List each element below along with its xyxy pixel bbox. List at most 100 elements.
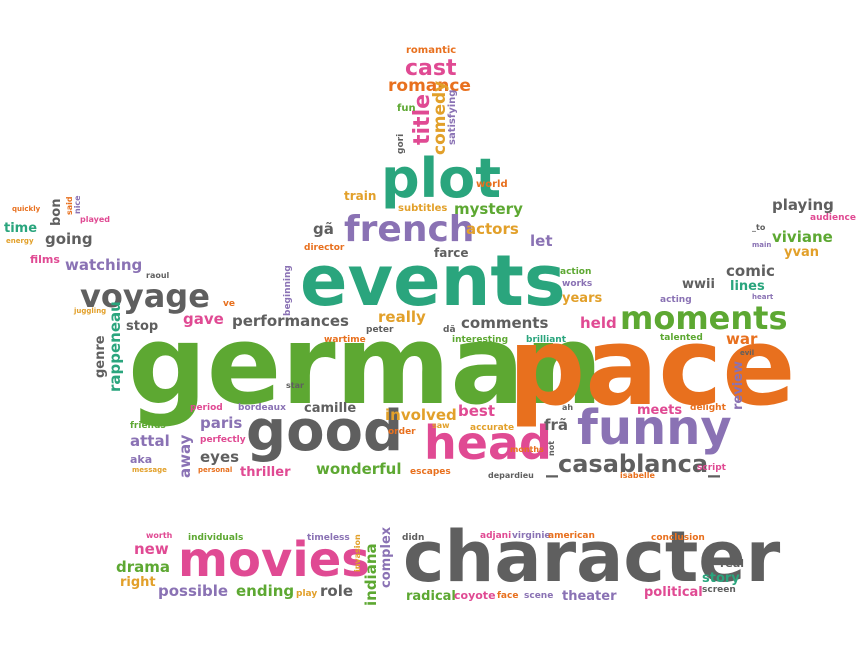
word-funny: funny xyxy=(577,400,732,456)
word-evil: evil xyxy=(740,349,755,357)
word-personal: personal xyxy=(198,466,233,474)
word-indiana: indiana xyxy=(362,543,380,606)
word-paris: paris xyxy=(200,414,243,432)
word-star: star xyxy=(286,381,304,390)
word-really: really xyxy=(378,308,426,326)
word-bordeaux: bordeaux xyxy=(238,403,286,413)
word-wwii: wwii xyxy=(682,277,715,292)
word-ending: ending xyxy=(236,582,295,600)
word-interesting: interesting xyxy=(452,335,509,345)
word-stop: stop xyxy=(126,319,159,334)
word-virginie: virginie xyxy=(512,531,551,541)
word-held: held xyxy=(580,314,617,332)
word-talented: talented xyxy=(660,333,703,343)
word-wartime: wartime xyxy=(324,335,366,345)
word-possible: possible xyxy=(158,582,229,600)
word-away: away xyxy=(176,434,194,478)
word-time: time xyxy=(4,221,38,236)
word-script: script xyxy=(697,463,726,473)
word-new: new xyxy=(134,540,169,558)
word-subtitles: subtitles xyxy=(398,203,448,214)
word-screen: screen xyxy=(702,585,736,595)
word-gave: gave xyxy=(183,310,224,328)
word-quickly: quickly xyxy=(12,205,41,213)
word-world: world xyxy=(476,179,508,190)
word-satisfying: satisfying xyxy=(447,89,458,145)
word-watching: watching xyxy=(65,256,143,274)
word-perfectly: perfectly xyxy=(200,435,246,445)
word-good: good xyxy=(246,399,404,464)
word-genre: genre xyxy=(93,335,108,378)
word-timeless: timeless xyxy=(307,533,350,543)
word-lines: lines xyxy=(730,279,765,294)
word-to: _to xyxy=(752,223,766,232)
word-rappeneau: rappeneau xyxy=(106,301,124,392)
word-main: main xyxy=(752,241,772,249)
word-casablanca: _casablanca_ xyxy=(546,450,721,478)
word-raoul: raoul xyxy=(146,271,170,280)
word-war: war xyxy=(726,330,758,348)
word-romance: romance xyxy=(388,76,471,96)
word-nice: nice xyxy=(73,195,82,214)
word-didn: didn xyxy=(402,533,425,543)
word-thriller: thriller xyxy=(240,465,291,480)
word-years: years xyxy=(562,291,603,306)
word-scene: scene xyxy=(524,591,554,601)
word-performances: performances xyxy=(232,312,349,330)
word-not: not xyxy=(547,440,556,456)
word-head: head xyxy=(424,416,552,470)
word-director: director xyxy=(304,243,345,253)
word-ve: ve xyxy=(223,299,235,309)
word-voyage: voyage xyxy=(80,277,210,315)
word-yvan: yvan xyxy=(784,245,819,260)
word-best: best xyxy=(458,402,496,420)
word-real: real xyxy=(720,557,745,570)
word-plot: plot xyxy=(381,147,502,210)
word-fun: fun xyxy=(397,103,416,114)
word-attal: attal xyxy=(130,432,170,450)
word-invasion: invasion xyxy=(353,534,362,572)
word-story: story xyxy=(702,571,740,586)
word-radical: radical xyxy=(406,589,456,604)
word-works: works xyxy=(562,279,593,289)
word-going: going xyxy=(45,230,93,248)
word-pace: pace xyxy=(508,305,796,430)
word-eyes: eyes xyxy=(200,448,240,466)
word-audience: audience xyxy=(810,213,856,223)
word-play: play xyxy=(296,589,318,599)
word-period: period xyxy=(190,403,223,413)
word-adjani: adjani xyxy=(480,531,512,541)
word-peter: peter xyxy=(366,325,394,335)
word-fra: frã xyxy=(544,416,569,434)
word-review: review xyxy=(731,361,746,410)
word-individuals: individuals xyxy=(188,533,244,543)
word-message: message xyxy=(132,466,167,474)
word-da: dã xyxy=(443,325,456,335)
word-action: action xyxy=(560,267,592,277)
word-films: films xyxy=(30,253,60,266)
word-ah: ah xyxy=(562,403,574,412)
word-role: role xyxy=(320,582,354,600)
word-months: months xyxy=(510,445,544,454)
word-comic: comic xyxy=(726,262,775,280)
word-played: played xyxy=(80,215,110,224)
word-worth: worth xyxy=(146,531,173,540)
word-heart: heart xyxy=(752,293,774,301)
word-seen: seen xyxy=(540,391,562,400)
word-farce: farce xyxy=(434,246,469,260)
word-ga: gã xyxy=(313,220,334,238)
word-depardieu: depardieu xyxy=(488,471,534,480)
word-escapes: escapes xyxy=(410,467,451,477)
word-delight: delight xyxy=(690,403,726,413)
word-saw: saw xyxy=(432,421,450,430)
word-right: right xyxy=(120,575,156,590)
word-meets: meets xyxy=(637,403,683,418)
word-political: political xyxy=(644,585,703,600)
word-german: german xyxy=(128,301,603,429)
word-mystery: mystery xyxy=(454,200,523,218)
word-viviane: viviane xyxy=(772,228,833,246)
word-brilliant: brilliant xyxy=(526,335,567,345)
word-camille: camille xyxy=(304,401,357,416)
word-events: events xyxy=(300,240,566,322)
word-coyote: coyote xyxy=(454,589,496,602)
